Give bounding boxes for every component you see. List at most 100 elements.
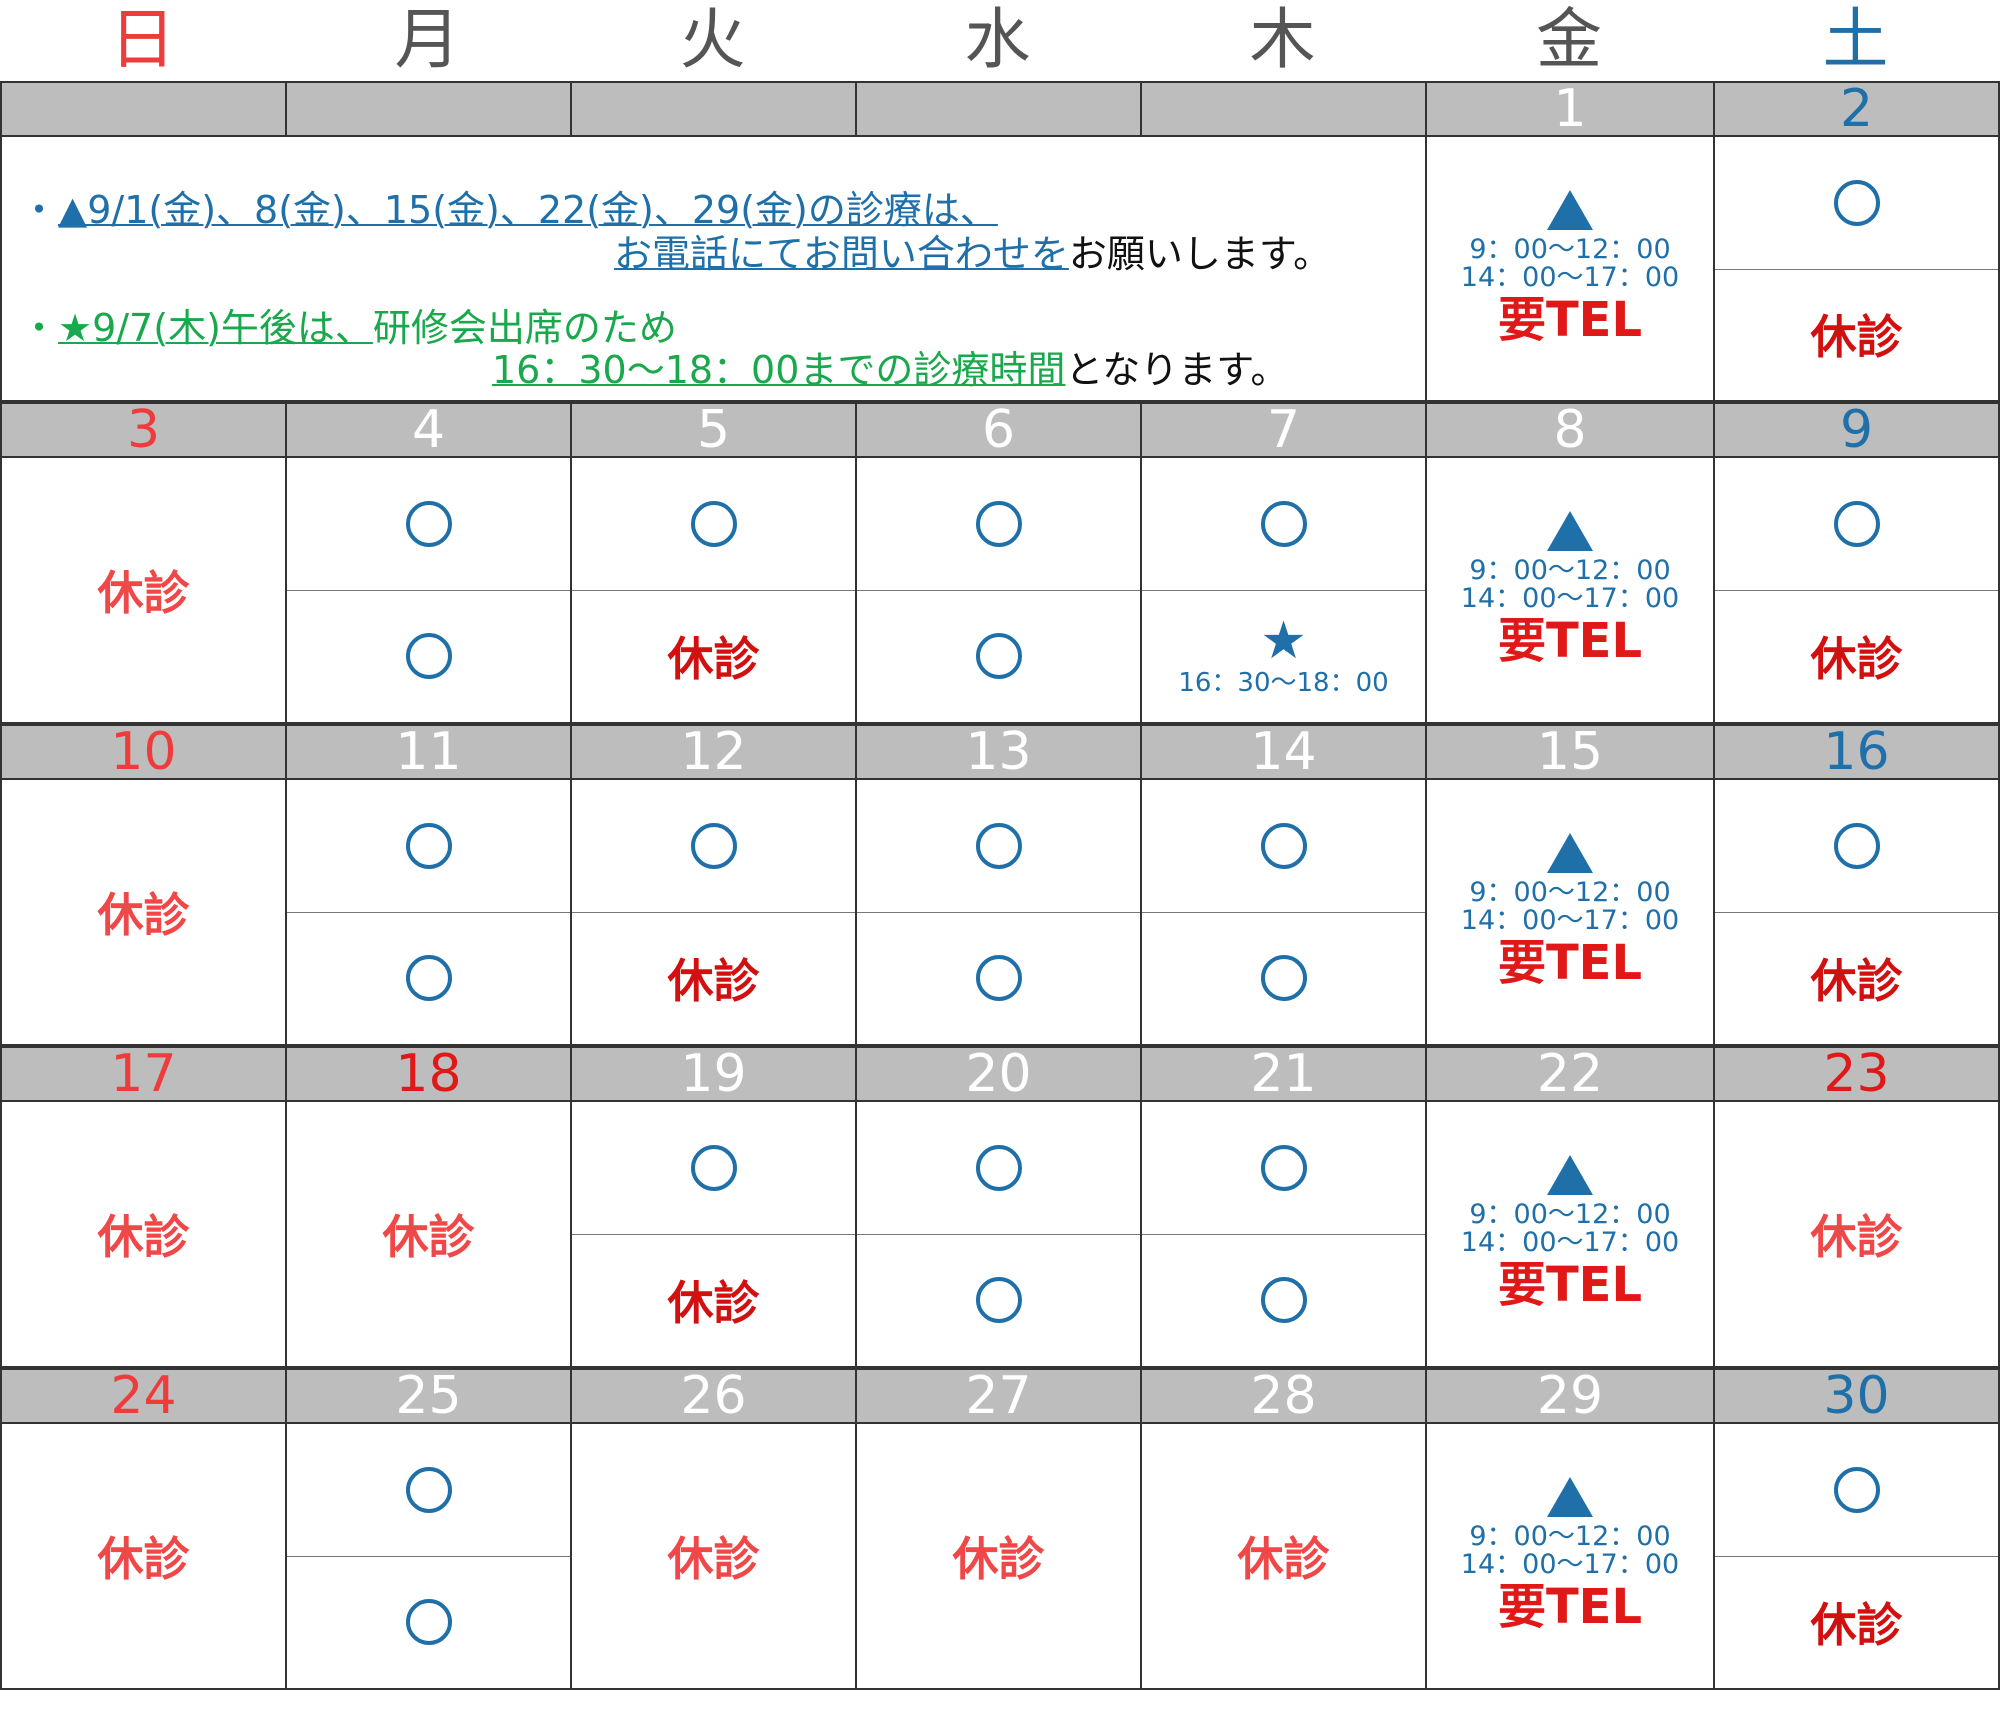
morning-slot — [857, 458, 1140, 591]
open-circle-icon — [405, 955, 452, 1001]
closed-label: 休診 — [97, 888, 190, 942]
open-circle-icon — [1833, 1467, 1880, 1513]
weekday-6: 土 — [1822, 1, 1889, 78]
friday-slot: 9：00〜12：00 14：00〜17：00 要TEL — [1427, 1424, 1713, 1688]
afternoon-hours: 14：00〜17：00 — [1460, 583, 1680, 614]
weekday-0: 日 — [109, 1, 176, 78]
day-cell: 9：00〜12：00 14：00〜17：00 要TEL — [1425, 1422, 1715, 1690]
closed-label: 休診 — [97, 1210, 190, 1264]
triangle-icon — [1547, 189, 1593, 230]
afternoon-hours: 14：00〜17：00 — [1460, 261, 1680, 293]
day-cell — [855, 778, 1142, 1046]
morning-slot — [1142, 458, 1425, 591]
triangle-icon — [1547, 511, 1593, 551]
day-cell — [1140, 1100, 1427, 1368]
afternoon-slot: 休診 — [572, 912, 855, 1044]
open-circle-icon — [1260, 823, 1307, 869]
triangle-icon — [1547, 1477, 1593, 1517]
closed-label: 休診 — [667, 1532, 760, 1586]
open-circle-icon — [1260, 1277, 1307, 1323]
day-number: 20 — [855, 1046, 1142, 1102]
open-circle-icon — [1833, 179, 1880, 226]
day-cell: 休診 — [0, 456, 287, 724]
day-number: 30 — [1713, 1368, 2000, 1424]
open-circle-icon — [405, 633, 452, 679]
day-number: 11 — [285, 724, 572, 780]
morning-hours: 9：00〜12：00 — [1469, 1521, 1671, 1552]
morning-slot — [1142, 780, 1425, 913]
notice-bullet: ・ — [20, 188, 59, 232]
open-circle-icon — [975, 955, 1022, 1001]
open-circle-icon — [975, 633, 1022, 679]
closed-label: 休診 — [382, 1210, 475, 1264]
closed-label: 休診 — [952, 1532, 1045, 1586]
afternoon-slot — [857, 912, 1140, 1044]
day-cell: 休診 — [855, 1422, 1142, 1690]
open-circle-icon — [405, 1467, 452, 1513]
morning-hours: 9：00〜12：00 — [1469, 1199, 1671, 1230]
star-session: ★ 16：30〜18：00 — [1178, 614, 1388, 698]
day-number: 23 — [1713, 1046, 2000, 1102]
morning-slot — [857, 1102, 1140, 1235]
morning-hours: 9：00〜12：00 — [1469, 233, 1671, 265]
day-cell — [855, 456, 1142, 724]
closed-label: 休診 — [1237, 1532, 1330, 1586]
day-number: 28 — [1140, 1368, 1427, 1424]
day-number: 6 — [855, 402, 1142, 458]
day-cell: 9：00〜12：00 14：00〜17：00 要TEL — [1425, 1100, 1715, 1368]
day-cell: 9：00〜12：00 14：00〜17：00 要TEL — [1425, 456, 1715, 724]
day-number: 21 — [1140, 1046, 1427, 1102]
full-day-slot: 休診 — [2, 1424, 285, 1688]
day-number: 26 — [570, 1368, 857, 1424]
open-circle-icon — [1833, 823, 1880, 869]
day-number: 16 — [1713, 724, 2000, 780]
morning-slot — [857, 780, 1140, 913]
day-number: 5 — [570, 402, 857, 458]
notice-line-2: お電話にてお問い合わせをお願いします。 — [614, 223, 1331, 278]
day-cell — [285, 778, 572, 1046]
day-cell — [855, 1100, 1142, 1368]
friday-slot: 9：00〜12：00 14：00〜17：00 要TEL — [1427, 780, 1713, 1044]
open-circle-icon — [1833, 501, 1880, 547]
notice-request-text: お願いします。 — [1068, 232, 1332, 276]
morning-slot — [287, 780, 570, 913]
morning-slot — [572, 1102, 855, 1235]
day-cell — [285, 1422, 572, 1690]
day-number — [570, 81, 857, 137]
open-circle-icon — [1260, 955, 1307, 1001]
day-cell: 休診 — [1713, 778, 2000, 1046]
day-number: 17 — [0, 1046, 287, 1102]
day-number: 1 — [1425, 81, 1715, 137]
weekday-4: 木 — [1249, 1, 1316, 78]
notice-friday-link: ▲9/1(金)、8(金)、15(金)、22(金)、29(金)の診療は、 — [58, 188, 998, 232]
day-number: 15 — [1425, 724, 1715, 780]
open-circle-icon — [975, 501, 1022, 547]
tel-required-label: 要TEL — [1497, 613, 1643, 669]
notice-end-text: となります。 — [1065, 348, 1289, 392]
notice-box: ・▲9/1(金)、8(金)、15(金)、22(金)、29(金)の診療は、 お電話… — [0, 135, 1427, 402]
afternoon-hours: 14：00〜17：00 — [1460, 905, 1680, 936]
day-number: 29 — [1425, 1368, 1715, 1424]
day-number: 8 — [1425, 402, 1715, 458]
day-cell — [285, 456, 572, 724]
day-number: 18 — [285, 1046, 572, 1102]
day-number: 12 — [570, 724, 857, 780]
afternoon-slot: 休診 — [1715, 912, 1998, 1044]
closed-label: 休診 — [667, 954, 760, 1008]
open-circle-icon — [975, 1277, 1022, 1323]
day-cell: 休診 — [570, 456, 857, 724]
morning-hours: 9：00〜12：00 — [1469, 555, 1671, 586]
morning-slot — [572, 780, 855, 913]
star-time: 16：30〜18：00 — [1178, 668, 1389, 698]
notice-line-1: ・▲9/1(金)、8(金)、15(金)、22(金)、29(金)の診療は、 — [20, 179, 998, 234]
day-number: 13 — [855, 724, 1142, 780]
morning-slot — [1715, 137, 1998, 270]
day-cell: 休診 — [0, 1100, 287, 1368]
day-number: 14 — [1140, 724, 1427, 780]
open-circle-icon — [690, 501, 737, 547]
afternoon-slot — [1142, 912, 1425, 1044]
afternoon-slot: 休診 — [1715, 590, 1998, 722]
notice-seminar-text: 研修会出席のため — [372, 306, 677, 350]
day-cell: 休診 — [570, 1422, 857, 1690]
weekday-5: 金 — [1536, 1, 1602, 78]
